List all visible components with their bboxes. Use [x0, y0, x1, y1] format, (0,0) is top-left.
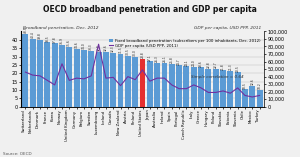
Bar [191, 67, 197, 107]
Text: 34.0: 34.0 [82, 42, 86, 49]
Text: 30.0: 30.0 [133, 49, 137, 56]
Text: 24.0: 24.0 [192, 59, 196, 66]
Text: Broadband penetration, Dec. 2012: Broadband penetration, Dec. 2012 [23, 26, 99, 30]
Text: 27.1: 27.1 [148, 54, 152, 61]
Text: 26.3: 26.3 [155, 55, 159, 62]
Bar [110, 53, 116, 107]
Bar [242, 89, 248, 107]
Bar [66, 47, 72, 107]
Text: 21.8: 21.8 [221, 63, 225, 70]
Bar [169, 64, 175, 107]
Bar [103, 52, 109, 107]
Bar [249, 86, 255, 107]
Bar [227, 71, 233, 107]
Text: 12.6: 12.6 [250, 78, 254, 85]
Text: 24.7: 24.7 [177, 58, 181, 65]
Bar [140, 59, 146, 107]
Text: Simple correlation = 0.64: Simple correlation = 0.64 [191, 75, 244, 79]
Bar [96, 52, 101, 107]
Text: 43.5: 43.5 [23, 27, 27, 33]
Bar [30, 39, 36, 107]
Text: 31.5: 31.5 [118, 47, 122, 53]
Text: Source: OECD: Source: OECD [3, 152, 32, 156]
Text: 32.8: 32.8 [97, 45, 101, 51]
Bar [161, 63, 167, 107]
Text: OECD broadband penetration and GDP per capita: OECD broadband penetration and GDP per c… [43, 5, 257, 14]
Text: 35.6: 35.6 [67, 40, 71, 46]
Bar [125, 56, 131, 107]
Text: 36.9: 36.9 [60, 37, 64, 44]
Bar [22, 34, 28, 107]
Text: 37.8: 37.8 [53, 36, 57, 43]
Text: GDP per capita, USD PPP, 2011: GDP per capita, USD PPP, 2011 [194, 26, 262, 30]
Text: 32.6: 32.6 [104, 45, 108, 51]
Bar [88, 51, 94, 107]
Text: 33.3: 33.3 [89, 44, 93, 50]
Bar [220, 70, 226, 107]
Text: 10.5: 10.5 [243, 82, 247, 89]
Bar [132, 57, 138, 107]
Bar [37, 40, 43, 107]
Bar [74, 49, 80, 107]
Bar [44, 42, 50, 107]
Bar [154, 63, 160, 107]
Bar [176, 65, 182, 107]
Text: 34.6: 34.6 [75, 41, 79, 48]
Text: 26.1: 26.1 [163, 56, 167, 62]
Text: 40.4: 40.4 [31, 32, 35, 38]
Text: 30.5: 30.5 [126, 48, 130, 55]
Bar [147, 61, 153, 107]
Bar [206, 69, 211, 107]
Bar [81, 50, 87, 107]
Text: 10.2: 10.2 [258, 82, 262, 89]
Text: 28.8: 28.8 [140, 51, 145, 58]
Text: 32.3: 32.3 [111, 45, 115, 52]
Bar [198, 67, 204, 107]
Bar [213, 69, 219, 107]
Text: 23.6: 23.6 [199, 60, 203, 67]
Text: 21.3: 21.3 [228, 64, 232, 70]
Legend: Fixed broadband penetration (subscribers per 100 inhabitants, Dec. 2012), GDP pe: Fixed broadband penetration (subscribers… [107, 37, 262, 49]
Bar [118, 54, 124, 107]
Bar [235, 72, 241, 107]
Bar [184, 66, 189, 107]
Text: 22.8: 22.8 [206, 61, 210, 68]
Bar [52, 43, 58, 107]
Text: 20.5: 20.5 [236, 65, 240, 72]
Bar [257, 90, 262, 107]
Text: 38.5: 38.5 [45, 35, 49, 42]
Text: 22.7: 22.7 [214, 61, 218, 68]
Text: 24.1: 24.1 [184, 59, 188, 66]
Bar [59, 45, 65, 107]
Text: 39.8: 39.8 [38, 33, 42, 39]
Text: 25.8: 25.8 [170, 56, 174, 63]
